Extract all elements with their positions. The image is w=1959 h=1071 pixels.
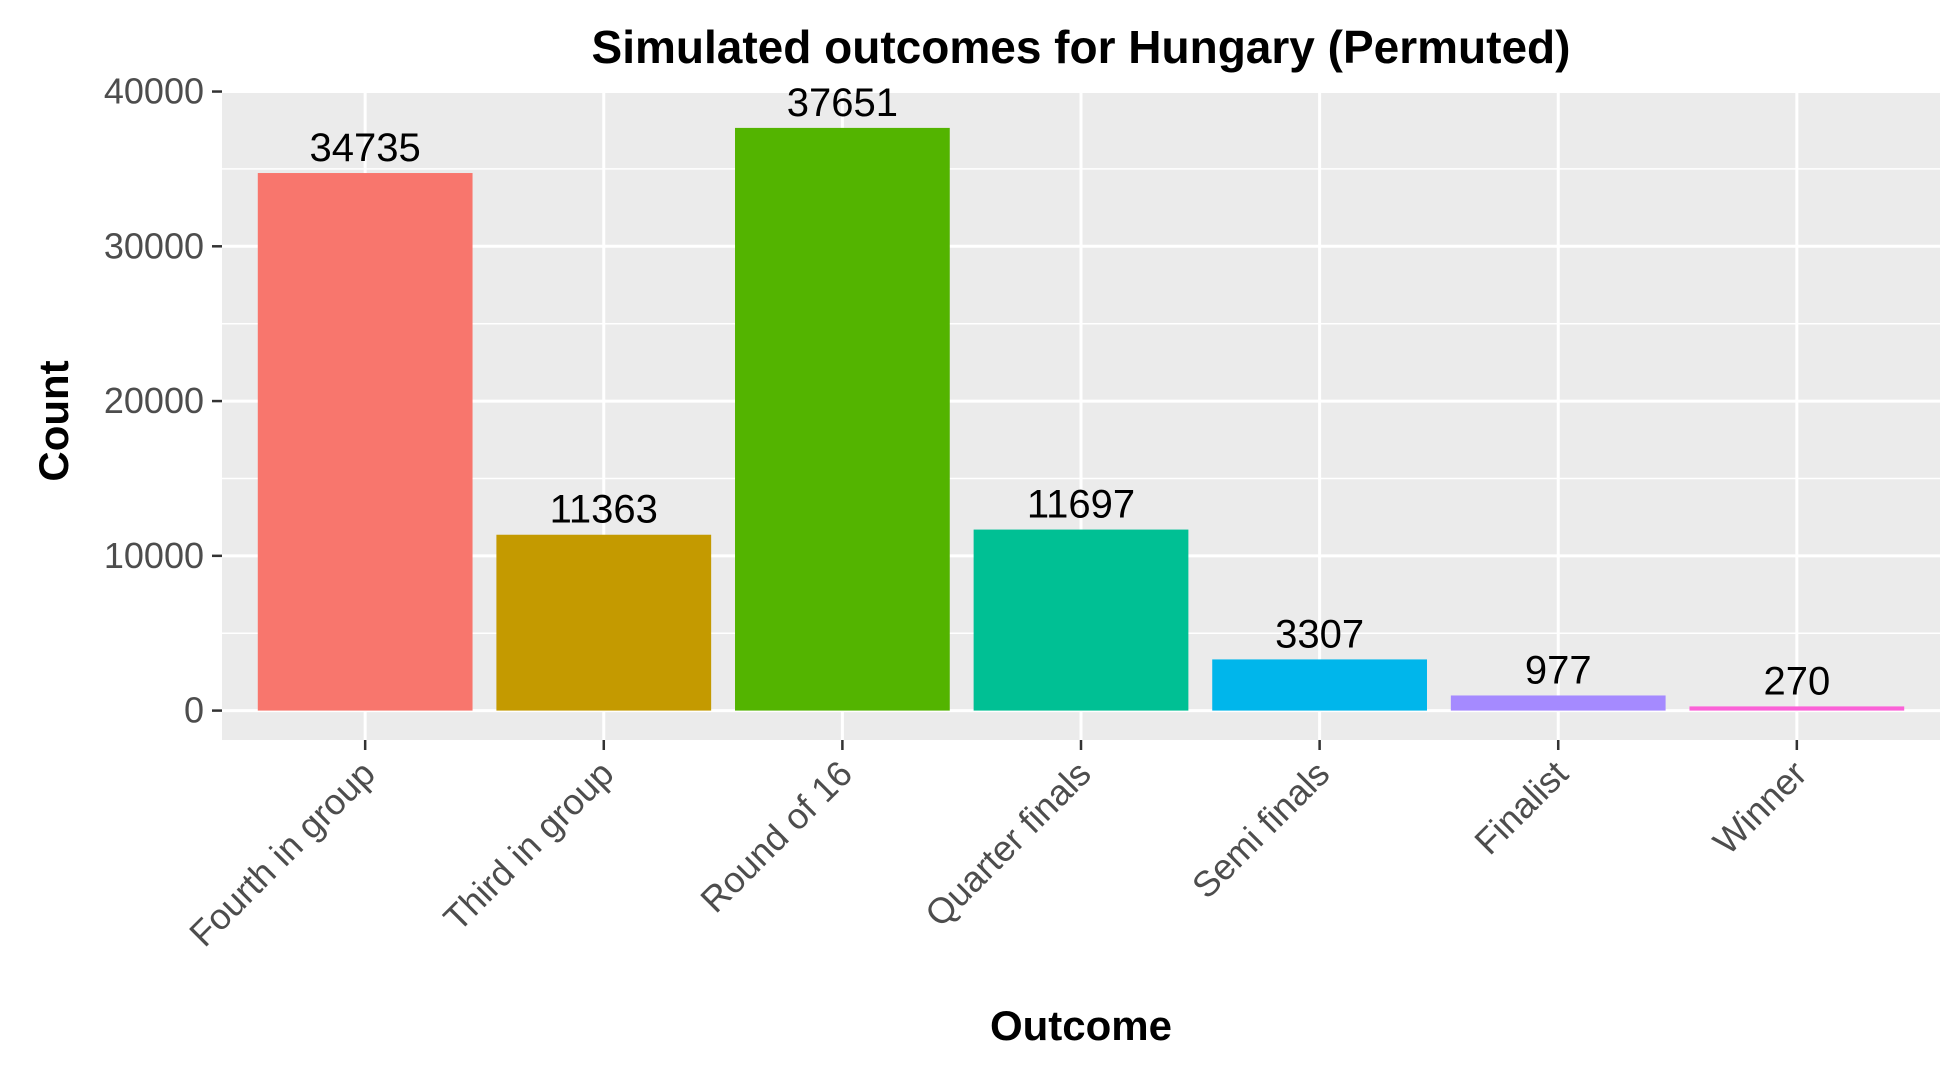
x-tick-label: Winner	[1705, 753, 1815, 863]
bar-1	[257, 173, 473, 711]
data-label-2: 11363	[550, 488, 658, 532]
x-axis-title: Outcome	[990, 1002, 1172, 1049]
y-tick-label: 0	[184, 690, 204, 731]
y-tick-label: 30000	[104, 225, 204, 266]
x-tick-label: Fourth in group	[181, 753, 383, 955]
y-tick-label: 10000	[104, 535, 204, 576]
data-label-5: 3307	[1275, 612, 1364, 656]
x-tick-label: Semi finals	[1184, 753, 1337, 906]
data-label-4: 11697	[1027, 483, 1135, 527]
bar-6	[1450, 695, 1666, 711]
data-labels: 34735 11363 37651 11697 3307 977 270	[310, 81, 1831, 704]
data-label-3: 37651	[787, 81, 898, 125]
chart-title: Simulated outcomes for Hungary (Permuted…	[592, 21, 1571, 73]
data-label-6: 977	[1525, 648, 1592, 692]
data-label-1: 34735	[310, 126, 421, 170]
bar-3	[735, 127, 950, 711]
y-axis: 0 10000 20000 30000 40000	[104, 71, 222, 731]
bars	[257, 127, 1905, 711]
bar-5	[1212, 659, 1427, 711]
bar-4	[973, 529, 1189, 711]
data-label-7: 270	[1763, 659, 1830, 703]
y-axis-title: Count	[30, 360, 77, 481]
x-tick-label: Third in group	[435, 753, 621, 939]
y-tick-label: 40000	[104, 71, 204, 112]
y-tick-label: 20000	[104, 380, 204, 421]
bar-7	[1689, 706, 1905, 711]
x-tick-label: Quarter finals	[917, 753, 1099, 935]
x-axis: Fourth in group Third in group Round of 16…	[181, 740, 1814, 954]
x-tick-label: Round of 16	[692, 753, 860, 921]
bar-2	[496, 534, 712, 711]
x-tick-label: Finalist	[1466, 753, 1576, 863]
